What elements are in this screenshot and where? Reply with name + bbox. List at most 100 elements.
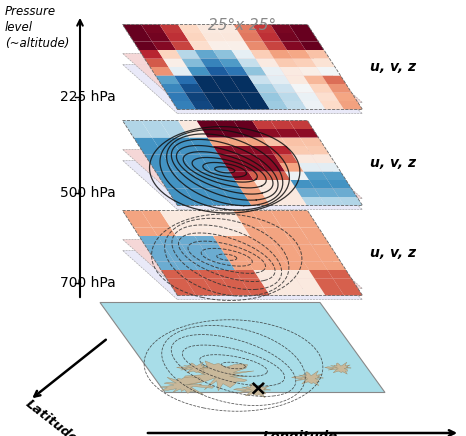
Polygon shape [306, 236, 329, 245]
Polygon shape [242, 67, 267, 75]
Polygon shape [258, 129, 281, 137]
Polygon shape [200, 245, 224, 253]
Polygon shape [217, 180, 240, 188]
Polygon shape [123, 65, 363, 114]
Polygon shape [311, 58, 335, 67]
Polygon shape [240, 188, 265, 197]
Polygon shape [139, 236, 163, 245]
Polygon shape [226, 228, 250, 236]
Polygon shape [320, 287, 344, 296]
Polygon shape [235, 270, 259, 279]
Polygon shape [198, 270, 222, 279]
Polygon shape [197, 24, 220, 33]
Polygon shape [283, 287, 307, 296]
Polygon shape [268, 146, 293, 154]
Polygon shape [232, 236, 255, 245]
Polygon shape [141, 120, 165, 129]
Polygon shape [166, 92, 191, 101]
Polygon shape [333, 188, 357, 197]
Polygon shape [185, 188, 209, 197]
Polygon shape [265, 101, 288, 109]
Polygon shape [303, 262, 328, 270]
Text: Latitude: Latitude [23, 398, 81, 436]
Polygon shape [128, 219, 152, 228]
Polygon shape [211, 262, 235, 270]
Polygon shape [232, 146, 255, 154]
Polygon shape [333, 92, 357, 101]
Polygon shape [191, 197, 214, 205]
Polygon shape [187, 253, 211, 262]
Polygon shape [224, 67, 248, 75]
Polygon shape [277, 92, 302, 101]
Polygon shape [222, 188, 246, 197]
Polygon shape [255, 154, 280, 163]
Polygon shape [338, 197, 363, 205]
Polygon shape [302, 197, 325, 205]
Polygon shape [227, 101, 252, 109]
Polygon shape [285, 171, 309, 180]
Polygon shape [315, 188, 338, 197]
Polygon shape [189, 41, 213, 50]
Polygon shape [261, 67, 285, 75]
Polygon shape [242, 253, 267, 262]
Polygon shape [219, 245, 242, 253]
Polygon shape [165, 129, 189, 137]
Polygon shape [213, 146, 237, 154]
Polygon shape [233, 120, 258, 129]
Polygon shape [227, 197, 252, 205]
Polygon shape [259, 92, 283, 101]
Polygon shape [322, 262, 346, 270]
Polygon shape [232, 50, 255, 58]
Polygon shape [150, 253, 174, 262]
Polygon shape [198, 180, 222, 188]
Polygon shape [100, 303, 385, 392]
Polygon shape [123, 120, 146, 129]
Polygon shape [184, 129, 207, 137]
Polygon shape [192, 171, 217, 180]
Polygon shape [200, 58, 224, 67]
Polygon shape [316, 163, 341, 171]
Polygon shape [242, 163, 267, 171]
Polygon shape [237, 245, 261, 253]
Polygon shape [246, 101, 270, 109]
Polygon shape [280, 67, 303, 75]
Polygon shape [174, 262, 198, 270]
Polygon shape [277, 188, 302, 197]
Polygon shape [163, 58, 187, 67]
Polygon shape [139, 50, 163, 58]
Polygon shape [296, 92, 320, 101]
Polygon shape [146, 219, 171, 228]
Polygon shape [226, 41, 250, 50]
Polygon shape [179, 180, 204, 188]
Polygon shape [160, 377, 214, 395]
Polygon shape [306, 146, 329, 154]
Polygon shape [194, 50, 219, 58]
Polygon shape [300, 228, 324, 236]
Polygon shape [229, 262, 254, 270]
Polygon shape [181, 58, 206, 67]
Polygon shape [189, 137, 213, 146]
Polygon shape [150, 67, 174, 75]
Polygon shape [185, 279, 209, 287]
Polygon shape [287, 50, 311, 58]
Polygon shape [285, 75, 309, 84]
Polygon shape [224, 163, 248, 171]
Polygon shape [328, 84, 351, 92]
Polygon shape [144, 58, 169, 67]
Polygon shape [246, 287, 270, 296]
Polygon shape [177, 362, 208, 374]
Polygon shape [295, 219, 318, 228]
Polygon shape [219, 58, 242, 67]
Polygon shape [270, 120, 295, 129]
Polygon shape [198, 84, 222, 92]
Polygon shape [320, 197, 344, 205]
Polygon shape [300, 41, 324, 50]
Polygon shape [267, 75, 290, 84]
Polygon shape [280, 163, 303, 171]
Polygon shape [276, 33, 300, 41]
Polygon shape [179, 84, 204, 92]
Polygon shape [159, 24, 184, 33]
Polygon shape [235, 84, 259, 92]
Polygon shape [239, 33, 263, 41]
Polygon shape [187, 67, 211, 75]
